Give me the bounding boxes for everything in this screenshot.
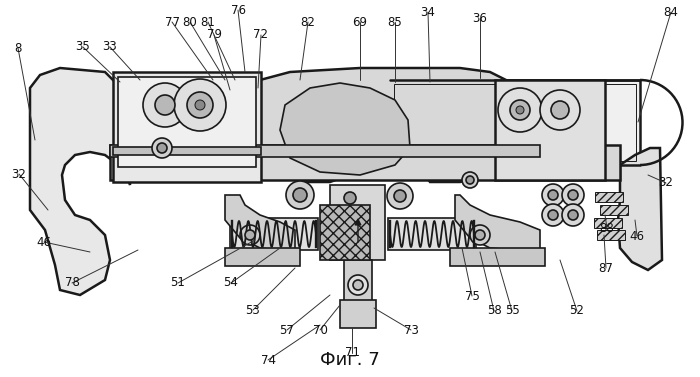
Bar — [344, 260, 372, 320]
Circle shape — [498, 88, 542, 132]
Circle shape — [195, 100, 205, 110]
Circle shape — [157, 143, 167, 153]
Text: 87: 87 — [598, 262, 613, 274]
Circle shape — [240, 225, 260, 245]
Bar — [230, 218, 318, 250]
Circle shape — [540, 90, 580, 130]
Text: 88: 88 — [600, 222, 615, 234]
Bar — [113, 72, 261, 182]
Circle shape — [353, 280, 363, 290]
Text: 51: 51 — [171, 276, 186, 290]
Circle shape — [562, 184, 584, 206]
Circle shape — [152, 138, 172, 158]
Bar — [330, 185, 385, 260]
Text: 55: 55 — [505, 305, 519, 317]
Text: 8: 8 — [14, 41, 22, 55]
Bar — [225, 248, 300, 266]
Text: 70: 70 — [313, 323, 328, 337]
Text: 69: 69 — [353, 15, 368, 29]
Circle shape — [286, 181, 314, 209]
Text: 82: 82 — [300, 15, 316, 29]
Circle shape — [348, 275, 368, 295]
Circle shape — [542, 204, 564, 226]
Bar — [495, 80, 605, 180]
Text: 84: 84 — [664, 6, 678, 18]
Text: 52: 52 — [570, 305, 584, 317]
Circle shape — [466, 176, 474, 184]
Circle shape — [470, 225, 490, 245]
Circle shape — [394, 190, 406, 202]
Circle shape — [475, 230, 485, 240]
Text: 54: 54 — [223, 276, 239, 290]
Circle shape — [516, 106, 524, 114]
Bar — [390, 80, 640, 165]
Text: 33: 33 — [103, 40, 118, 54]
Bar — [113, 147, 261, 155]
Circle shape — [187, 92, 213, 118]
Text: 57: 57 — [279, 323, 295, 337]
Bar — [594, 218, 622, 228]
Text: 76: 76 — [230, 3, 246, 17]
Circle shape — [510, 100, 530, 120]
Text: 34: 34 — [421, 6, 435, 18]
Circle shape — [462, 172, 478, 188]
Circle shape — [344, 192, 356, 204]
Circle shape — [174, 79, 226, 131]
Circle shape — [568, 210, 578, 220]
Text: 58: 58 — [486, 305, 501, 317]
Text: 78: 78 — [64, 276, 79, 290]
Polygon shape — [455, 195, 540, 252]
Text: 81: 81 — [201, 15, 216, 29]
Bar — [597, 230, 625, 240]
Polygon shape — [260, 68, 510, 182]
Bar — [394, 84, 636, 161]
Bar — [320, 205, 370, 260]
Text: 46: 46 — [36, 236, 52, 248]
Circle shape — [548, 210, 558, 220]
Circle shape — [245, 230, 255, 240]
Bar — [110, 145, 540, 157]
Text: 71: 71 — [344, 346, 360, 360]
Circle shape — [387, 183, 413, 209]
Text: 77: 77 — [164, 15, 179, 29]
Bar — [450, 248, 545, 266]
Text: 79: 79 — [206, 29, 221, 41]
Bar — [600, 205, 628, 215]
Text: 32: 32 — [12, 167, 27, 181]
Text: 80: 80 — [183, 15, 197, 29]
Text: 72: 72 — [253, 29, 269, 41]
Circle shape — [338, 186, 362, 210]
Circle shape — [551, 101, 569, 119]
Circle shape — [548, 190, 558, 200]
Circle shape — [562, 204, 584, 226]
Polygon shape — [618, 148, 662, 270]
Circle shape — [155, 95, 175, 115]
Polygon shape — [30, 68, 130, 295]
Text: 32: 32 — [659, 176, 673, 190]
Text: 35: 35 — [76, 40, 90, 54]
Text: 85: 85 — [388, 15, 402, 29]
Circle shape — [293, 188, 307, 202]
Circle shape — [568, 190, 578, 200]
Circle shape — [143, 83, 187, 127]
Bar — [110, 145, 620, 180]
Text: 36: 36 — [473, 12, 487, 25]
Polygon shape — [225, 195, 295, 252]
Text: 46: 46 — [629, 230, 645, 242]
Bar — [340, 300, 376, 328]
Text: Фиг. 7: Фиг. 7 — [320, 351, 380, 369]
Bar — [118, 77, 256, 167]
Text: 74: 74 — [260, 354, 276, 366]
Text: 53: 53 — [246, 303, 260, 317]
Text: 75: 75 — [465, 290, 480, 302]
Bar — [595, 192, 623, 202]
Circle shape — [542, 184, 564, 206]
Polygon shape — [280, 83, 410, 175]
Bar — [388, 218, 476, 250]
Text: 73: 73 — [404, 323, 419, 337]
